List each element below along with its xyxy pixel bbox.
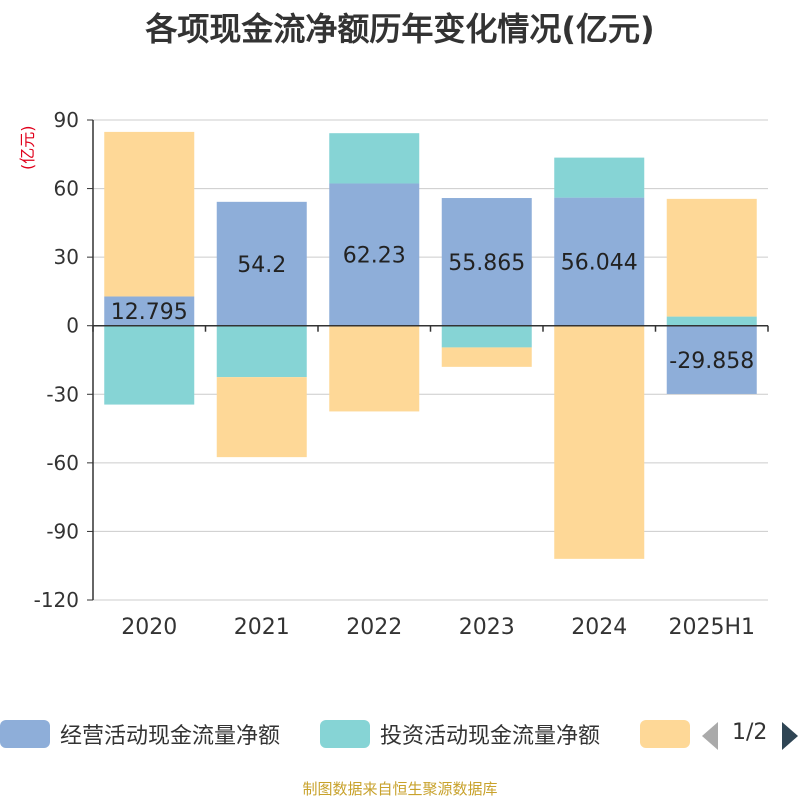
x-tick-label: 2025H1 [668,615,755,640]
bar-1-2024 [554,197,645,326]
x-tick-label: 2022 [346,615,402,640]
source-footer: 制图数据来自恒生聚源数据库 [302,780,498,798]
y-tick-label: -120 [34,588,79,612]
bar-3-2025H1 [666,198,757,317]
legend-item-operating[interactable]: 经营活动现金流量净额 [0,710,300,760]
legend-swatch-operating [0,720,50,748]
legend-page-indicator: 1/2 [732,720,768,745]
bar-2-2020 [104,325,195,405]
data-label: 54.2 [237,253,286,278]
legend-swatch-financing [640,720,690,748]
bar-2-2022 [329,133,420,184]
bar-3-2021 [216,377,307,458]
x-tick-label: 2021 [234,615,290,640]
chart-title: 各项现金流净额历年变化情况(亿元) [145,10,655,48]
triangle-left-icon[interactable] [702,722,718,750]
bar-2-2023 [441,325,532,348]
legend-label-investing: 投资活动现金流量净额 [380,724,601,749]
bar-1-2025H1 [666,325,757,394]
data-label: 56.044 [561,251,638,276]
triangle-right-icon[interactable] [782,722,798,750]
bar-3-2024 [554,325,645,559]
x-tick-label: 2024 [571,615,627,640]
bar-1-2022 [329,183,420,326]
y-tick-label: 90 [54,108,79,132]
bar-1-2020 [104,296,195,326]
y-tick-label: -60 [46,451,79,475]
bar-3-2020 [104,131,195,297]
bar-1-2023 [441,198,532,326]
bar-3-2022 [329,325,420,412]
data-label: 55.865 [448,251,525,276]
y-tick-label: -30 [46,382,79,406]
bar-3-2023 [441,347,532,367]
chart-canvas: 90 60 30 0 -30 -60 -90 -120 2020 2021 2022 2023 2024… [34,108,769,640]
x-tick-label: 2020 [121,615,177,640]
bar-2-2025H1 [666,316,757,326]
bar-2-2021 [216,325,307,378]
data-label: 62.23 [343,244,406,269]
legend-swatch-investing [320,720,370,748]
bar-2-2024 [554,157,645,198]
bar-1-2021 [216,201,307,326]
legend-item-financing[interactable] [640,710,690,760]
y-tick-label: 30 [54,245,79,269]
x-tick-label: 2023 [459,615,515,640]
data-label: 12.795 [111,300,188,325]
y-tick-label: 0 [66,314,79,338]
y-tick-label: -90 [46,519,79,543]
legend: 经营活动现金流量净额 投资活动现金流量净额 1/2 [0,710,800,760]
legend-label-operating: 经营活动现金流量净额 [60,724,281,749]
legend-pager: 1/2 [700,718,800,752]
data-label: -29.858 [669,349,754,374]
y-tick-label: 60 [54,177,79,201]
legend-item-investing[interactable]: 投资活动现金流量净额 [320,710,630,760]
